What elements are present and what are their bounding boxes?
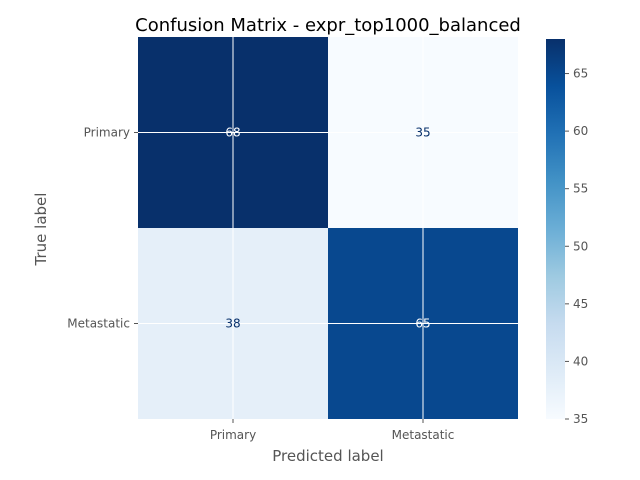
cell-value-label: 68	[225, 126, 240, 140]
cell-value-label: 35	[415, 126, 430, 140]
colorbar-tick-label: 55	[573, 182, 588, 196]
y-tick-label: Metastatic	[67, 317, 130, 331]
x-tick-label: Primary	[210, 428, 256, 442]
colorbar: 35 40 45 50 55 60 65	[546, 39, 588, 426]
colorbar-tick-label: 45	[573, 297, 588, 311]
colorbar-tick-label: 60	[573, 124, 588, 138]
x-tick-label: Metastatic	[392, 428, 455, 442]
colorbar-tick-label: 65	[573, 67, 588, 81]
colorbar-tick-label: 40	[573, 354, 588, 368]
colorbar-tick-label: 35	[573, 412, 588, 426]
chart-title: Confusion Matrix - expr_top1000_balanced	[135, 15, 521, 36]
heatmap-plot-area: 68 35 38 65 Primary Metastatic Primary Metastat…	[67, 37, 518, 442]
cell-value-label: 65	[415, 317, 430, 331]
cell-value-label: 38	[225, 317, 240, 331]
y-tick-label: Primary	[84, 126, 130, 140]
x-axis-label: Predicted label	[272, 447, 383, 465]
y-axis-label: True label	[32, 193, 50, 267]
colorbar-tick-label: 50	[573, 239, 588, 253]
colorbar-gradient	[546, 39, 565, 419]
